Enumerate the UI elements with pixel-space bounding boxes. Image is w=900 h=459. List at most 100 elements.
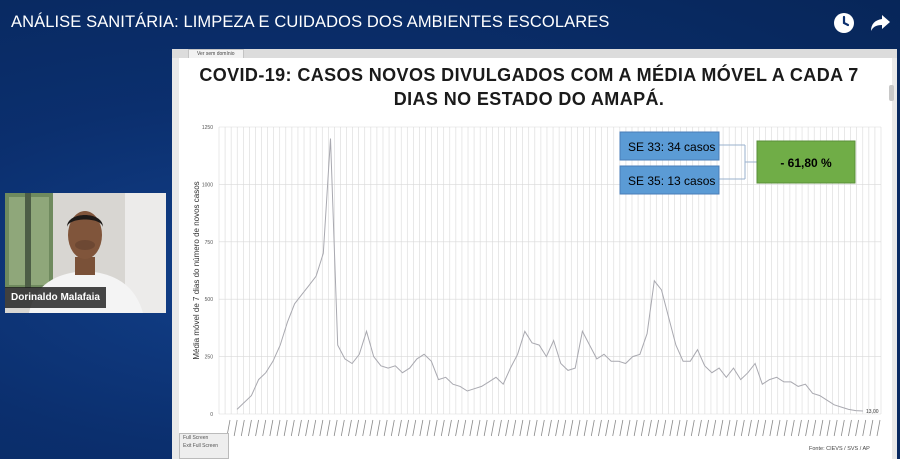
y-axis-label: Média móvel de 7 dias do número de novos…	[192, 181, 201, 359]
x-tick-mark	[276, 419, 281, 437]
x-tick-mark	[490, 419, 495, 437]
x-tick-mark	[640, 419, 645, 437]
source-label: Fonte: CIEVS / SVS / AP	[809, 446, 870, 452]
top-bar: ANÁLISE SANITÁRIA: LIMPEZA E CUIDADOS DO…	[0, 0, 900, 46]
slide-title-line-1: COVID-19: CASOS NOVOS DIVULGADOS COM A M…	[199, 65, 859, 85]
se35-box	[619, 165, 720, 195]
x-tick-mark	[505, 419, 509, 437]
x-tick-mark	[769, 419, 774, 437]
x-tick-mark	[876, 419, 881, 437]
x-tick-mark	[790, 419, 795, 437]
x-tick-mark	[240, 419, 245, 437]
x-tick-mark	[798, 419, 802, 437]
x-tick-mark	[648, 419, 652, 437]
y-tick-labels: 0 250 500 750 1000 1250	[202, 125, 213, 418]
x-tick-mark	[290, 419, 295, 437]
x-tick-mark	[362, 419, 367, 437]
end-value-label: 13,00	[866, 409, 879, 415]
x-tick-mark	[448, 419, 452, 437]
x-tick-mark	[498, 419, 502, 437]
change-box-label: - 61,80 %	[780, 156, 832, 170]
x-tick-mark	[612, 419, 617, 437]
x-tick-mark	[512, 419, 517, 437]
change-box	[756, 140, 856, 184]
x-tick-mark	[583, 419, 588, 437]
x-tick-mark	[826, 419, 831, 437]
x-tick-mark	[669, 419, 674, 437]
participant-name-label: Dorinaldo Malafaia	[5, 287, 106, 308]
x-tick-mark	[862, 419, 867, 437]
x-tick-mark	[555, 419, 559, 437]
x-tick-mark	[298, 419, 302, 437]
x-tick-mark	[483, 419, 488, 437]
x-tick-mark	[776, 419, 781, 437]
x-tick-mark	[376, 419, 381, 437]
x-tick-mark	[619, 419, 624, 437]
x-tick-mark	[676, 419, 681, 437]
y-tick-label: 0	[210, 412, 213, 418]
x-tick-mark	[455, 419, 459, 437]
x-tick-mark	[405, 419, 409, 437]
x-tick-mark	[440, 419, 445, 437]
x-tick-mark	[562, 419, 567, 437]
x-tick-mark	[269, 419, 274, 437]
x-tick-mark	[590, 419, 595, 437]
x-tick-mark	[355, 419, 359, 437]
x-tick-mark	[848, 419, 852, 437]
x-tick-mark	[762, 419, 767, 437]
x-tick-mark	[398, 419, 402, 437]
x-tick-mark	[426, 419, 431, 437]
x-tick-mark	[383, 419, 388, 437]
x-tick-mark	[698, 419, 702, 437]
x-tick-mark	[805, 419, 809, 437]
slide-title-line-2: DIAS NO ESTADO DO AMAPÁ.	[393, 89, 665, 109]
se35-box-label: SE 35: 13 casos	[628, 174, 715, 188]
x-tick-mark	[519, 419, 524, 437]
y-tick-label: 500	[205, 297, 214, 303]
se33-box	[619, 131, 720, 161]
exit-full-screen-button[interactable]: Exit Full Screen	[183, 443, 219, 449]
x-tick-mark	[533, 419, 538, 437]
meeting-title: ANÁLISE SANITÁRIA: LIMPEZA E CUIDADOS DO…	[11, 13, 610, 31]
series-line	[236, 138, 864, 412]
x-tick-mark	[655, 419, 659, 437]
x-tick-mark	[783, 419, 788, 437]
x-tick-mark	[526, 419, 531, 437]
x-tick-mark	[812, 419, 817, 437]
x-tick-mark	[869, 419, 874, 437]
x-tick-mark	[633, 419, 638, 437]
x-tick-mark	[733, 419, 738, 437]
info-boxes: SE 33: 34 casos SE 35: 13 casos - 61,80 …	[619, 131, 856, 195]
x-tick-labels	[226, 419, 881, 437]
x-tick-mark	[540, 419, 545, 437]
x-tick-mark	[319, 419, 324, 437]
scrollbar-thumb[interactable]	[889, 85, 894, 101]
y-tick-label: 1000	[202, 182, 213, 188]
x-tick-mark	[433, 419, 438, 437]
x-tick-mark	[390, 419, 395, 437]
x-tick-mark	[340, 419, 345, 437]
y-tick-label: 750	[205, 240, 214, 246]
x-tick-mark	[690, 419, 695, 437]
x-tick-mark	[840, 419, 845, 437]
browser-tab-bar: Ver sem domínio	[172, 49, 897, 60]
x-tick-mark	[605, 419, 609, 437]
x-tick-mark	[626, 419, 631, 437]
clock-icon[interactable]	[832, 11, 856, 35]
x-tick-mark	[333, 419, 338, 437]
x-tick-mark	[712, 419, 717, 437]
full-screen-button[interactable]: Full Screen	[183, 435, 209, 441]
x-tick-mark	[719, 419, 724, 437]
webcam-video: Dorinaldo Malafaia	[5, 193, 166, 313]
cases-chart: Média móvel de 7 dias do número de novos…	[192, 125, 882, 452]
x-tick-mark	[305, 419, 309, 437]
presentation-slide: COVID-19: CASOS NOVOS DIVULGADOS COM A M…	[179, 58, 892, 459]
chart-grid	[218, 126, 882, 415]
x-tick-mark	[255, 419, 259, 437]
x-tick-mark	[755, 419, 759, 437]
participant-video-image	[5, 193, 166, 313]
x-tick-mark	[683, 419, 688, 437]
x-tick-mark	[262, 419, 267, 437]
share-icon[interactable]	[868, 11, 892, 35]
x-tick-mark	[740, 419, 745, 437]
